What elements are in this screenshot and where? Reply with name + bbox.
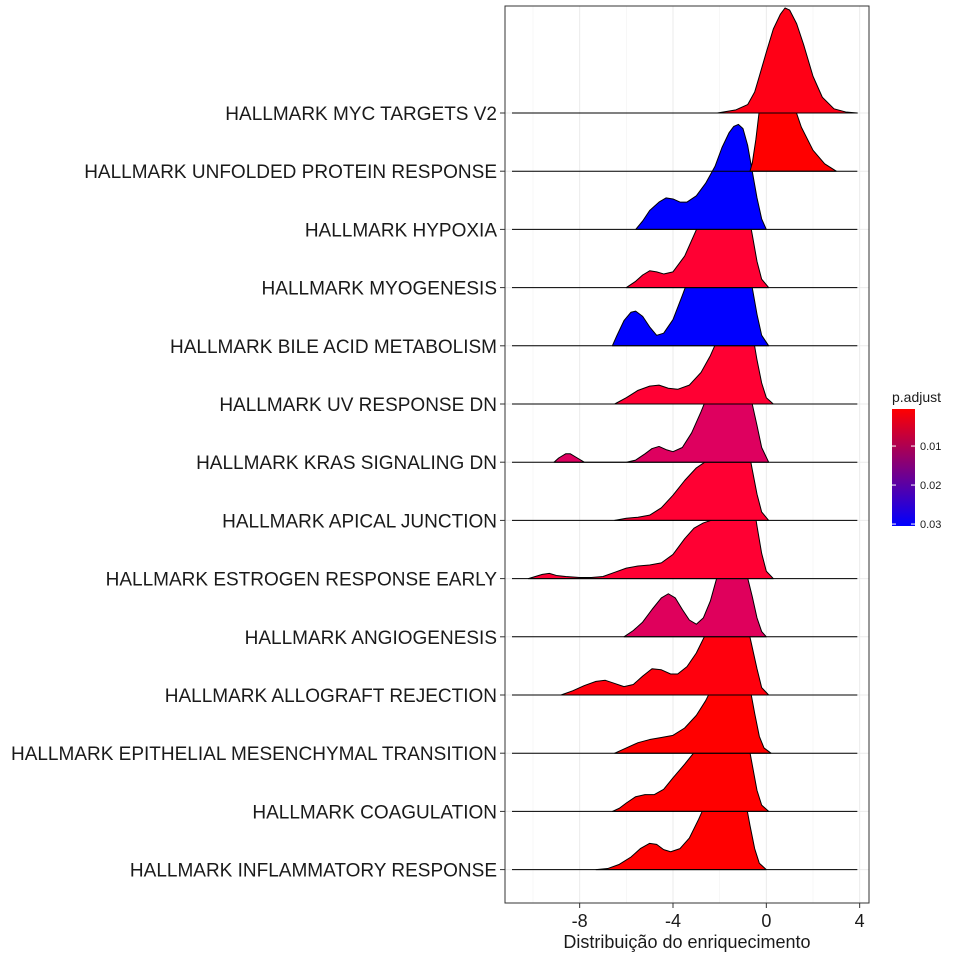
legend-tick-label: 0.03 xyxy=(920,519,941,531)
x-axis-title: Distribuição do enriquecimento xyxy=(563,932,810,952)
ridge-density-fill xyxy=(635,123,767,230)
ridge-3 xyxy=(512,123,858,230)
x-axis: -8 -4 0 4 xyxy=(572,903,865,931)
x-tick-label: 0 xyxy=(761,911,771,931)
y-tick-label: HALLMARK BILE ACID METABOLISM xyxy=(170,337,497,358)
ridge-density-fill xyxy=(716,7,858,114)
y-tick-label: HALLMARK ESTROGEN RESPONSE EARLY xyxy=(106,570,498,591)
y-tick-label: HALLMARK KRAS SIGNALING DN xyxy=(196,453,497,474)
y-tick-label: HALLMARK ALLOGRAFT REJECTION xyxy=(165,686,497,707)
x-tick-label: -8 xyxy=(572,911,588,931)
y-tick-label: HALLMARK MYC TARGETS V2 xyxy=(225,104,497,125)
legend-tick-label: 0.02 xyxy=(920,480,941,492)
legend-colorbar xyxy=(892,409,915,526)
legend-title: p.adjust xyxy=(892,389,941,405)
y-axis: HALLMARK MYC TARGETS V2 HALLMARK UNFOLDED… xyxy=(11,104,505,882)
x-tick-label: -4 xyxy=(665,911,681,931)
legend-ticks: 0.01 0.02 0.03 xyxy=(892,441,941,531)
legend: p.adjust 0.01 0.02 0.03 xyxy=(892,389,941,531)
y-tick-label: HALLMARK INFLAMMATORY RESPONSE xyxy=(130,861,497,882)
y-tick-label: HALLMARK EPITHELIAL MESENCHYMAL TRANSITI… xyxy=(11,744,497,765)
y-tick-label: HALLMARK UNFOLDED PROTEIN RESPONSE xyxy=(84,162,497,183)
y-tick-label: HALLMARK COAGULATION xyxy=(252,802,497,823)
x-tick-label: 4 xyxy=(855,911,865,931)
legend-tick-label: 0.01 xyxy=(920,441,941,453)
y-tick-label: HALLMARK HYPOXIA xyxy=(305,220,497,241)
plot-border xyxy=(504,5,870,904)
y-tick-label: HALLMARK APICAL JUNCTION xyxy=(222,511,497,532)
y-tick-label: HALLMARK MYOGENESIS xyxy=(262,279,497,300)
y-tick-label: HALLMARK ANGIOGENESIS xyxy=(245,628,497,649)
ridge-series xyxy=(512,7,858,871)
y-tick-label: HALLMARK UV RESPONSE DN xyxy=(219,395,497,416)
ridge-1 xyxy=(512,7,858,114)
